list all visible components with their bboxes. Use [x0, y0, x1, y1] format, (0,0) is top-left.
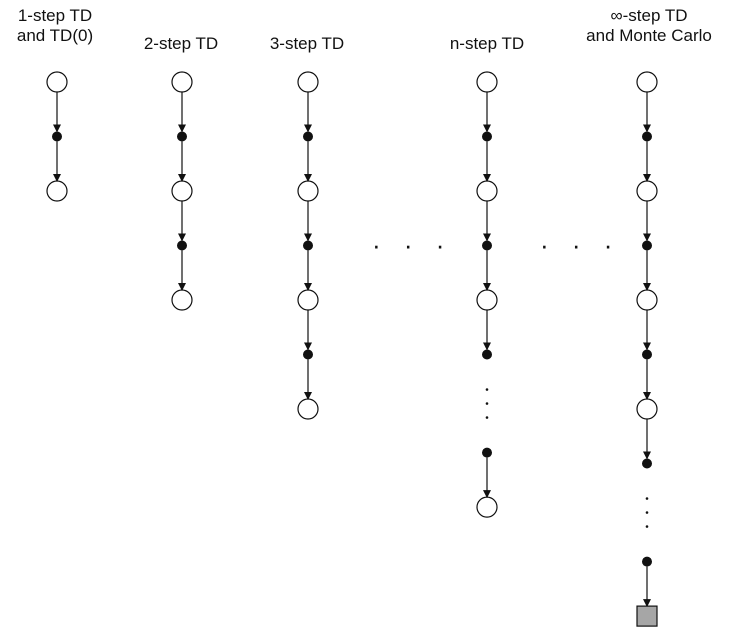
action-node: [177, 240, 187, 251]
terminal-node: [636, 605, 658, 627]
action-node: [642, 349, 652, 360]
state-node: [46, 71, 68, 93]
label-line: 3-step TD: [269, 34, 345, 53]
state-node: [297, 289, 319, 311]
label-line: ∞-step TD: [610, 6, 688, 25]
state-node: [297, 398, 319, 420]
vertical-ellipsis-dot: [485, 416, 489, 419]
state-node: [171, 71, 193, 93]
action-node: [642, 556, 652, 567]
state-node: [476, 496, 498, 518]
action-node: [642, 131, 652, 142]
label-line: and TD(0): [16, 26, 94, 45]
column-label-2step: 2-step TD: [130, 34, 232, 54]
action-node: [177, 131, 187, 142]
state-node: [46, 180, 68, 202]
state-node: [297, 180, 319, 202]
vertical-ellipsis-dot: [485, 388, 489, 391]
action-node: [52, 131, 62, 142]
action-node: [642, 458, 652, 469]
vertical-ellipsis-dot: [645, 525, 649, 528]
state-node: [476, 71, 498, 93]
vertical-ellipsis-dot: [485, 402, 489, 405]
action-node: [482, 131, 492, 142]
label-line: n-step TD: [449, 34, 525, 53]
state-node: [636, 398, 658, 420]
column-label-3step: 3-step TD: [256, 34, 358, 54]
state-node: [636, 180, 658, 202]
state-node: [636, 71, 658, 93]
label-line: and Monte Carlo: [586, 26, 712, 45]
action-node: [482, 349, 492, 360]
action-node: [482, 447, 492, 458]
between-columns-ellipsis: · · ·: [540, 230, 621, 260]
action-node: [303, 240, 313, 251]
label-line: 1-step TD: [17, 6, 93, 25]
action-node: [482, 240, 492, 251]
state-node: [476, 289, 498, 311]
vertical-ellipsis-dot: [645, 511, 649, 514]
action-node: [642, 240, 652, 251]
between-columns-ellipsis: · · ·: [372, 230, 453, 260]
action-node: [303, 349, 313, 360]
state-node: [297, 71, 319, 93]
column-label-nstep: n-step TD: [436, 34, 538, 54]
state-node: [171, 180, 193, 202]
column-label-1step: 1-step TD and TD(0): [10, 6, 100, 46]
column-label-infstep: ∞-step TD and Monte Carlo: [571, 6, 727, 46]
action-node: [303, 131, 313, 142]
label-line: 2-step TD: [143, 34, 219, 53]
vertical-ellipsis-dot: [645, 497, 649, 500]
state-node: [171, 289, 193, 311]
state-node: [636, 289, 658, 311]
state-node: [476, 180, 498, 202]
